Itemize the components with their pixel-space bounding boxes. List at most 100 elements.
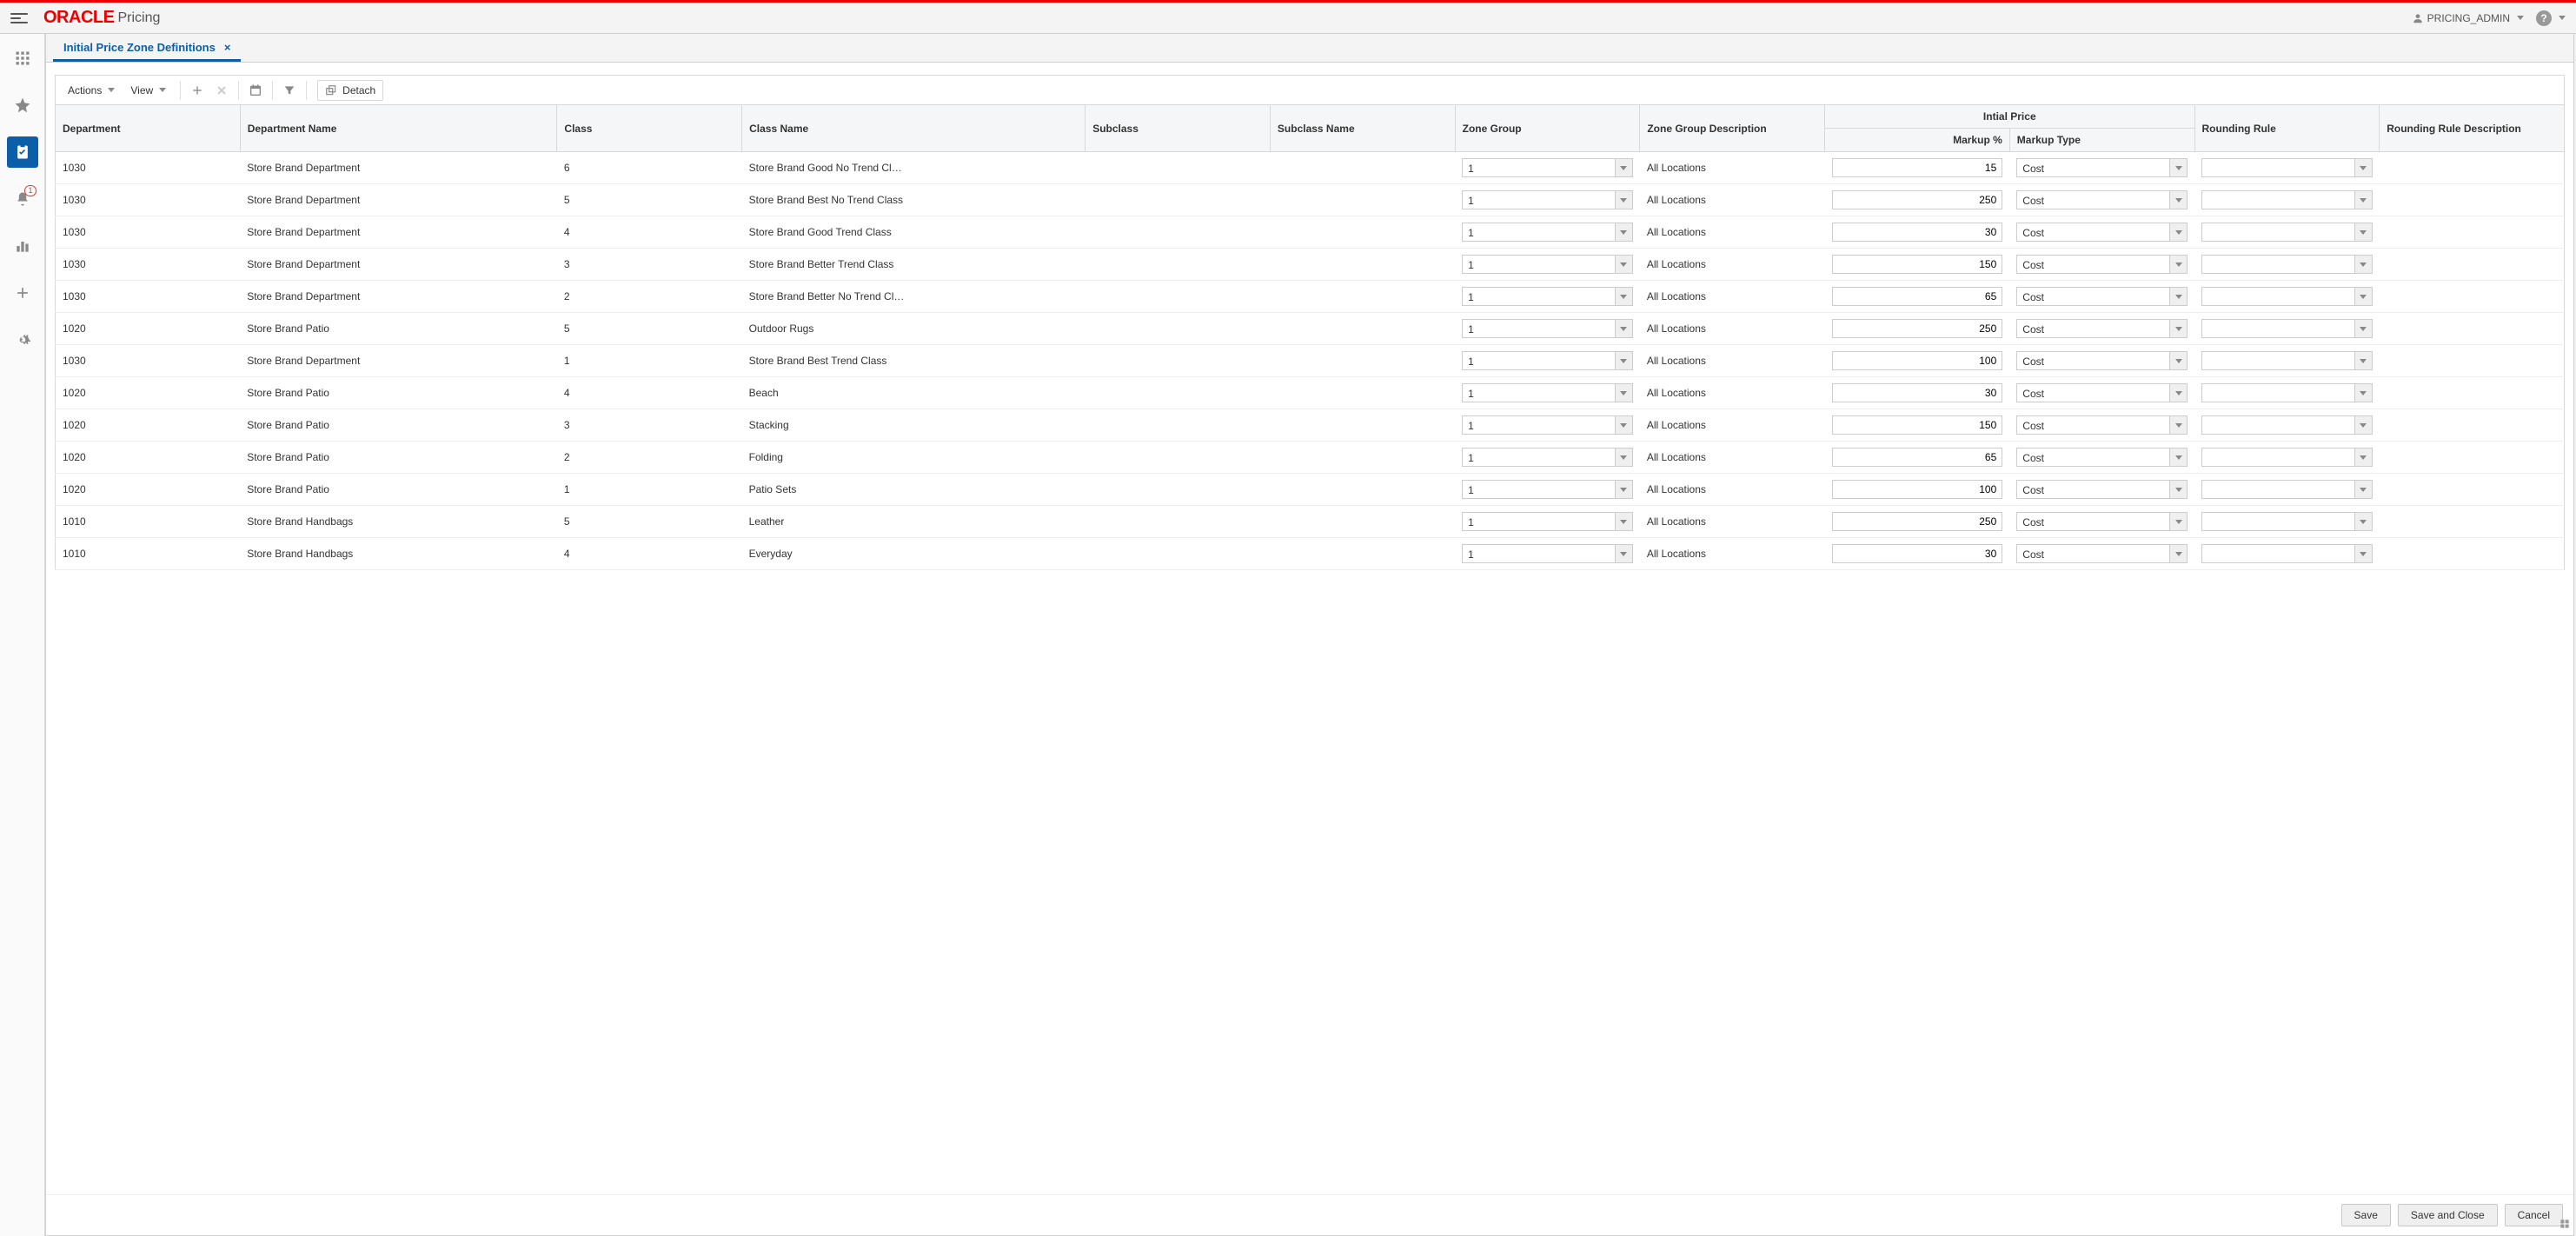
sidebar-notifications-icon[interactable]: 1 <box>7 183 38 215</box>
markup-pct-input[interactable] <box>1832 480 2003 499</box>
table-row[interactable]: 1010Store Brand Handbags5Leather1All Loc… <box>56 506 2565 538</box>
rounding-rule-select[interactable] <box>2201 415 2373 435</box>
sidebar-apps-icon[interactable] <box>7 43 38 74</box>
cell-zone-group-desc: All Locations <box>1640 377 1825 409</box>
zone-group-select[interactable]: 1 <box>1462 319 1633 338</box>
col-rounding-rule[interactable]: Rounding Rule <box>2194 105 2380 152</box>
markup-pct-input[interactable] <box>1832 255 2003 274</box>
tab-active[interactable]: Initial Price Zone Definitions × <box>53 34 241 62</box>
sidebar-star-icon[interactable] <box>7 90 38 121</box>
rounding-rule-select[interactable] <box>2201 448 2373 467</box>
col-subclass-name[interactable]: Subclass Name <box>1270 105 1455 152</box>
zone-group-select[interactable]: 1 <box>1462 223 1633 242</box>
zone-group-select[interactable]: 1 <box>1462 512 1633 531</box>
rounding-rule-select[interactable] <box>2201 158 2373 177</box>
calendar-icon[interactable] <box>244 79 267 102</box>
zone-group-select[interactable]: 1 <box>1462 383 1633 402</box>
markup-type-select[interactable]: Cost <box>2016 415 2188 435</box>
rounding-rule-select[interactable] <box>2201 190 2373 209</box>
zone-group-select[interactable]: 1 <box>1462 415 1633 435</box>
markup-type-select[interactable]: Cost <box>2016 544 2188 563</box>
rounding-rule-select[interactable] <box>2201 255 2373 274</box>
table-row[interactable]: 1010Store Brand Handbags4Everyday1All Lo… <box>56 538 2565 570</box>
col-department-name[interactable]: Department Name <box>240 105 557 152</box>
markup-pct-input[interactable] <box>1832 415 2003 435</box>
filter-icon[interactable] <box>278 79 301 102</box>
sidebar-settings-icon[interactable] <box>7 324 38 356</box>
table-row[interactable]: 1030Store Brand Department2Store Brand B… <box>56 281 2565 313</box>
rounding-rule-select[interactable] <box>2201 512 2373 531</box>
markup-pct-input[interactable] <box>1832 351 2003 370</box>
table-row[interactable]: 1020Store Brand Patio2Folding1All Locati… <box>56 442 2565 474</box>
col-rounding-rule-desc[interactable]: Rounding Rule Description <box>2380 105 2565 152</box>
col-subclass[interactable]: Subclass <box>1086 105 1271 152</box>
col-markup-type[interactable]: Markup Type <box>2009 129 2194 152</box>
markup-type-select[interactable]: Cost <box>2016 190 2188 209</box>
col-initial-price[interactable]: Intial Price <box>1825 105 2194 129</box>
col-class-name[interactable]: Class Name <box>742 105 1086 152</box>
table-row[interactable]: 1020Store Brand Patio5Outdoor Rugs1All L… <box>56 313 2565 345</box>
rounding-rule-select[interactable] <box>2201 319 2373 338</box>
zone-group-select[interactable]: 1 <box>1462 544 1633 563</box>
markup-type-select[interactable]: Cost <box>2016 319 2188 338</box>
markup-type-select[interactable]: Cost <box>2016 255 2188 274</box>
cancel-button[interactable]: Cancel <box>2505 1204 2563 1226</box>
help-icon[interactable]: ? <box>2536 10 2552 26</box>
col-zone-group-desc[interactable]: Zone Group Description <box>1640 105 1825 152</box>
rounding-rule-select[interactable] <box>2201 351 2373 370</box>
zone-group-select[interactable]: 1 <box>1462 255 1633 274</box>
rounding-rule-select[interactable] <box>2201 480 2373 499</box>
save-button[interactable]: Save <box>2341 1204 2391 1226</box>
sidebar-tasks-icon[interactable] <box>7 136 38 168</box>
user-menu[interactable]: PRICING_ADMIN ? <box>2412 10 2569 26</box>
rounding-rule-select[interactable] <box>2201 544 2373 563</box>
markup-pct-input[interactable] <box>1832 448 2003 467</box>
markup-type-select[interactable]: Cost <box>2016 383 2188 402</box>
markup-pct-input[interactable] <box>1832 383 2003 402</box>
table-row[interactable]: 1030Store Brand Department4Store Brand G… <box>56 216 2565 249</box>
table-row[interactable]: 1030Store Brand Department3Store Brand B… <box>56 249 2565 281</box>
rounding-rule-select[interactable] <box>2201 223 2373 242</box>
add-row-icon[interactable] <box>186 79 209 102</box>
markup-type-select[interactable]: Cost <box>2016 512 2188 531</box>
menu-toggle-icon[interactable] <box>7 10 31 27</box>
tab-close-icon[interactable]: × <box>224 41 231 54</box>
col-class[interactable]: Class <box>557 105 742 152</box>
markup-type-select[interactable]: Cost <box>2016 351 2188 370</box>
col-zone-group[interactable]: Zone Group <box>1455 105 1640 152</box>
col-department[interactable]: Department <box>56 105 241 152</box>
markup-type-select[interactable]: Cost <box>2016 480 2188 499</box>
table-row[interactable]: 1020Store Brand Patio3Stacking1All Locat… <box>56 409 2565 442</box>
actions-menu[interactable]: Actions <box>63 81 123 100</box>
save-close-button[interactable]: Save and Close <box>2398 1204 2498 1226</box>
markup-type-select[interactable]: Cost <box>2016 448 2188 467</box>
markup-pct-input[interactable] <box>1832 319 2003 338</box>
sidebar-reports-icon[interactable] <box>7 230 38 262</box>
markup-type-select[interactable]: Cost <box>2016 158 2188 177</box>
markup-pct-input[interactable] <box>1832 512 2003 531</box>
rounding-rule-select[interactable] <box>2201 287 2373 306</box>
markup-type-select[interactable]: Cost <box>2016 287 2188 306</box>
col-markup-pct[interactable]: Markup % <box>1825 129 2010 152</box>
zone-group-select[interactable]: 1 <box>1462 448 1633 467</box>
markup-pct-input[interactable] <box>1832 544 2003 563</box>
zone-group-select[interactable]: 1 <box>1462 351 1633 370</box>
sidebar-add-icon[interactable] <box>7 277 38 309</box>
view-menu[interactable]: View <box>125 81 175 100</box>
table-row[interactable]: 1020Store Brand Patio1Patio Sets1All Loc… <box>56 474 2565 506</box>
markup-pct-input[interactable] <box>1832 158 2003 177</box>
table-row[interactable]: 1030Store Brand Department6Store Brand G… <box>56 152 2565 184</box>
zone-group-select[interactable]: 1 <box>1462 158 1633 177</box>
table-row[interactable]: 1030Store Brand Department5Store Brand B… <box>56 184 2565 216</box>
markup-pct-input[interactable] <box>1832 223 2003 242</box>
table-row[interactable]: 1030Store Brand Department1Store Brand B… <box>56 345 2565 377</box>
table-row[interactable]: 1020Store Brand Patio4Beach1All Location… <box>56 377 2565 409</box>
markup-type-select[interactable]: Cost <box>2016 223 2188 242</box>
zone-group-select[interactable]: 1 <box>1462 480 1633 499</box>
markup-pct-input[interactable] <box>1832 287 2003 306</box>
markup-pct-input[interactable] <box>1832 190 2003 209</box>
zone-group-select[interactable]: 1 <box>1462 287 1633 306</box>
zone-group-select[interactable]: 1 <box>1462 190 1633 209</box>
detach-button[interactable]: Detach <box>317 80 383 101</box>
rounding-rule-select[interactable] <box>2201 383 2373 402</box>
